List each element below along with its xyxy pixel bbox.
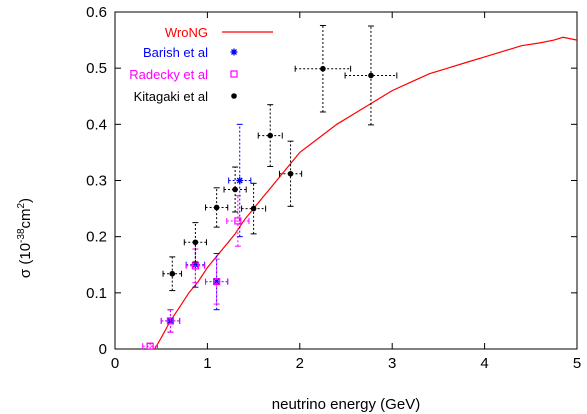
data-point — [226, 195, 250, 247]
y-axis-label-suffix: ) — [17, 198, 34, 203]
y-axis-label: σ (10-38cm2) — [16, 198, 34, 278]
x-tick-label: 1 — [203, 355, 211, 372]
y-tick-label: 0.2 — [86, 229, 107, 246]
data-point — [257, 104, 283, 167]
data-point — [183, 222, 207, 263]
y-axis-label-exp2: 2 — [16, 203, 27, 209]
y-tick-label: 0 — [99, 341, 107, 358]
point-marker — [166, 317, 175, 325]
x-tick-label: 2 — [296, 355, 304, 372]
data-point — [241, 182, 267, 235]
x-tick-label: 0 — [111, 355, 119, 372]
data-point — [344, 25, 398, 126]
point-marker — [287, 170, 294, 177]
series-barish-et-al — [160, 123, 252, 333]
point-marker — [213, 278, 221, 286]
point-marker — [236, 177, 244, 184]
y-tick-label: 0.1 — [86, 285, 107, 302]
axes: 0 1 2 3 4 5 0 0.1 0.2 0.3 0.4 0.5 0.6 — [86, 4, 581, 372]
data-point — [142, 342, 159, 350]
x-tick-label: 3 — [388, 355, 396, 372]
legend-marker — [231, 93, 237, 99]
y-tick-label: 0.4 — [86, 116, 107, 133]
legend-label: Radecky et al — [129, 67, 208, 82]
y-axis-label-exp1: -38 — [16, 228, 27, 243]
point-marker — [232, 186, 238, 193]
data-point — [185, 248, 206, 284]
y-tick-label: 0.5 — [86, 60, 107, 77]
data-point — [278, 140, 303, 207]
point-marker — [191, 262, 199, 270]
series-kitagaki-et-al — [162, 24, 398, 292]
x-tick-label: 5 — [573, 355, 581, 372]
point-marker — [192, 239, 199, 246]
series-layer — [142, 24, 578, 350]
data-point — [205, 253, 229, 311]
series-radecky-et-al — [142, 195, 250, 350]
plot-frame — [114, 11, 578, 350]
legend-label: WroNG — [165, 25, 208, 40]
legend-marker — [230, 70, 238, 78]
point-marker — [234, 217, 242, 225]
point-marker — [267, 132, 274, 139]
data-point — [160, 309, 181, 333]
point-marker — [320, 65, 326, 72]
x-tick-label: 4 — [480, 355, 488, 372]
data-point — [205, 187, 229, 228]
point-marker — [213, 278, 221, 286]
legend-label: Kitagaki et al — [134, 89, 209, 104]
legend: WroNG Barish et al Radecky et al Kitagaki e… — [129, 25, 273, 104]
point-marker — [213, 204, 220, 211]
y-axis-label-mid: cm — [17, 209, 34, 229]
series-line — [154, 36, 578, 350]
data-point — [205, 258, 229, 305]
y-axis-label-prefix: σ (10 — [17, 243, 34, 278]
x-axis-label: neutrino energy (GeV) — [272, 396, 420, 413]
data-point — [223, 166, 247, 213]
point-marker — [169, 270, 176, 277]
legend-label: Barish et al — [143, 45, 208, 60]
legend-marker — [230, 48, 238, 56]
point-marker — [368, 72, 374, 79]
data-point — [162, 256, 183, 292]
series-wrong — [154, 36, 578, 350]
y-tick-label: 0.3 — [86, 173, 107, 190]
data-point — [294, 24, 352, 113]
data-point — [228, 123, 252, 238]
point-marker — [146, 342, 154, 350]
y-tick-label: 0.6 — [86, 4, 107, 21]
point-marker — [250, 205, 257, 212]
